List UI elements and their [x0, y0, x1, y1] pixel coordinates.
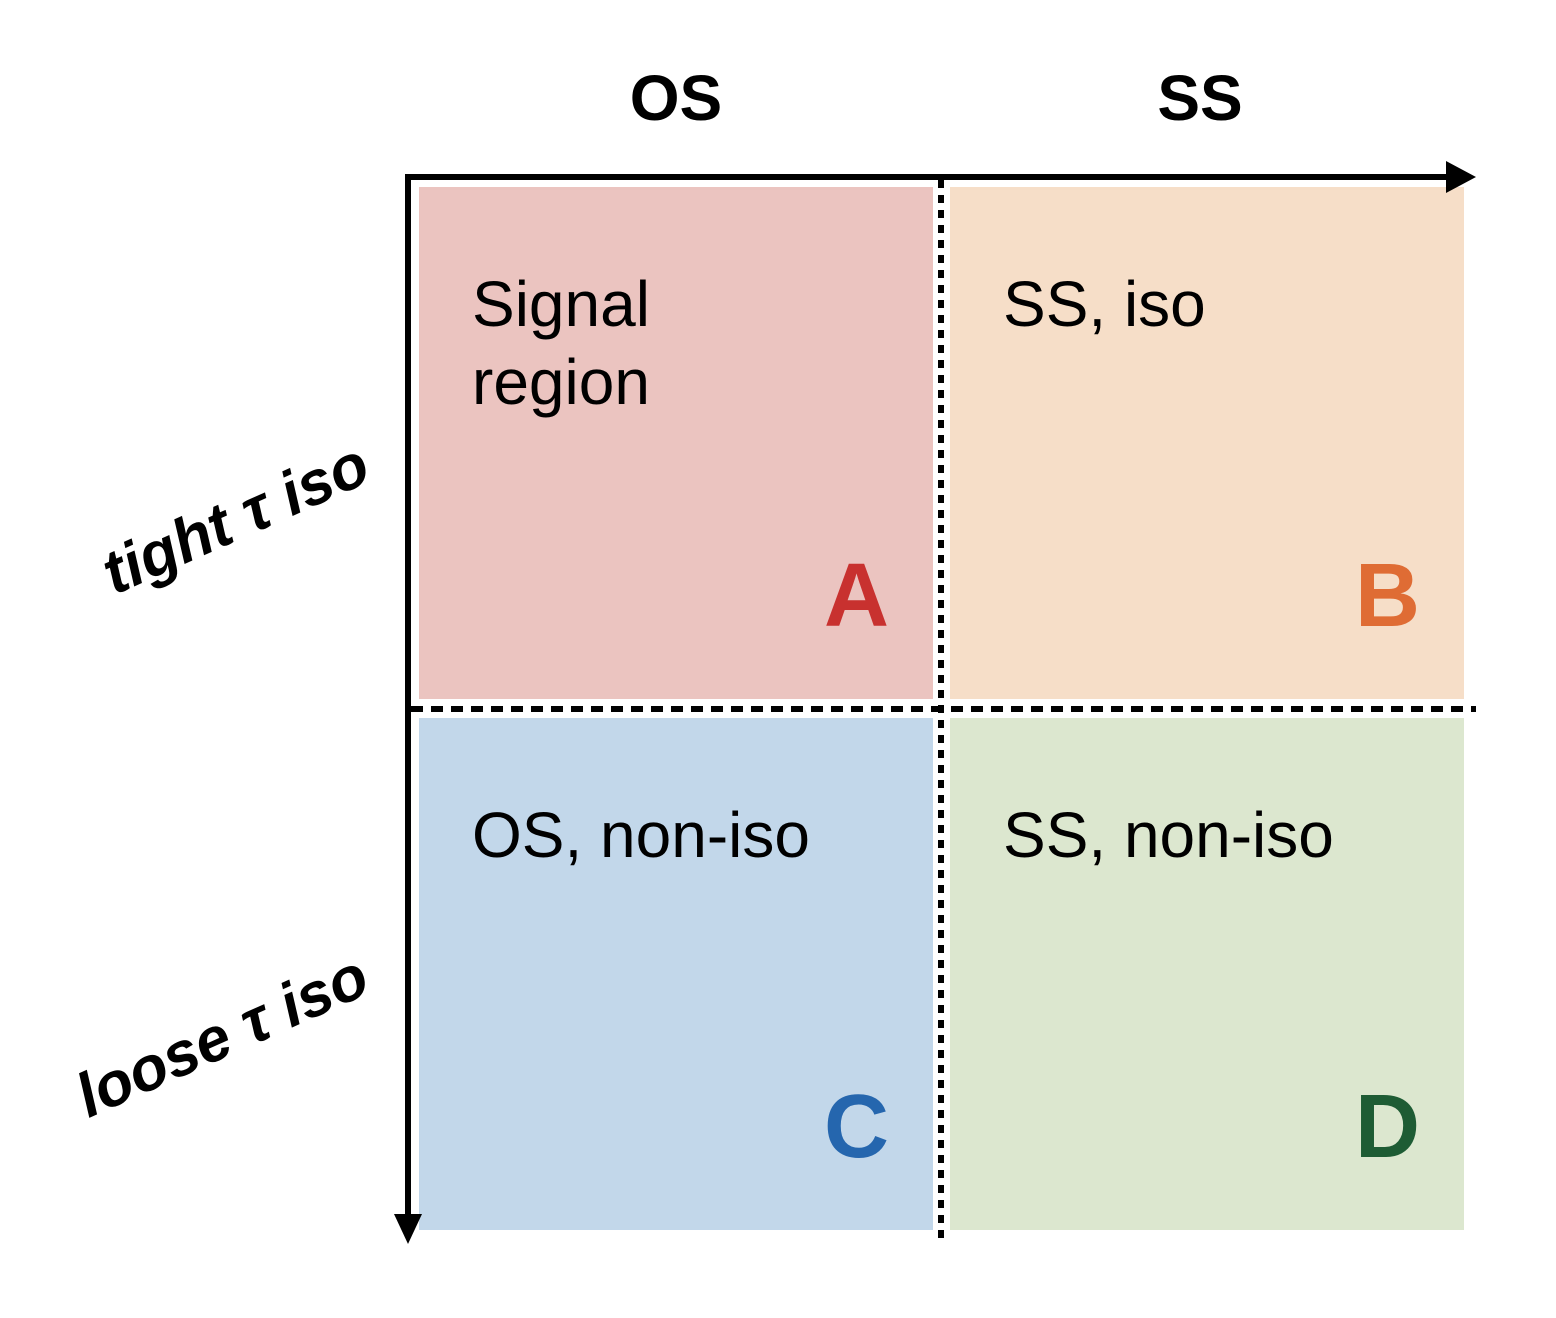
region-a-label: Signal region [472, 268, 650, 418]
region-a-letter: A [824, 546, 889, 646]
region-b-ss-iso: SS, iso B [950, 187, 1464, 699]
column-header-os: OS [629, 62, 723, 134]
region-b-letter: B [1355, 546, 1420, 646]
region-d-label: SS, non-iso [1003, 799, 1334, 871]
region-c-letter: C [824, 1077, 889, 1177]
region-c-label: OS, non-iso [472, 799, 810, 871]
horizontal-axis-arrowhead [1446, 161, 1476, 193]
region-d-letter: D [1355, 1077, 1420, 1177]
region-a-signal: Signal region A [419, 187, 933, 699]
vertical-axis-arrowhead [394, 1214, 422, 1244]
column-header-ss: SS [1157, 62, 1243, 134]
region-d-ss-non-iso: SS, non-iso D [950, 718, 1464, 1230]
region-b-label: SS, iso [1003, 268, 1206, 340]
region-c-os-non-iso: OS, non-iso C [419, 718, 933, 1230]
